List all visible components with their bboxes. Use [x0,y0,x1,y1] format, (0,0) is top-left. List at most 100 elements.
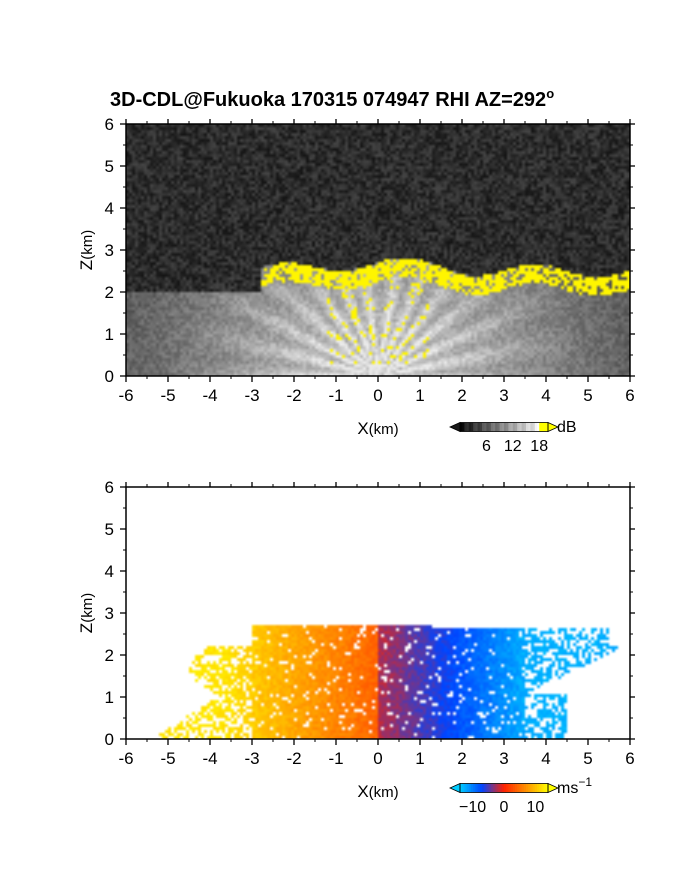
velocity-colorbar-swatch [519,783,523,793]
backscatter-colorbar-swatch [528,422,531,432]
backscatter-colorbar-unit: dB [557,419,577,436]
velocity-ytick-label: 2 [105,646,114,665]
velocity-colorbar-tick-label: −10 [459,799,486,816]
velocity-xlabel: X(km) [357,782,398,801]
backscatter-xtick-label: 6 [625,386,634,405]
velocity-xtick-label: -3 [244,749,259,768]
backscatter-colorbar-swatch [482,422,485,432]
velocity-field [126,487,630,739]
velocity-colorbar-swatch [468,783,472,793]
velocity-ytick-label: 0 [105,730,114,749]
velocity-colorbar-swatch [497,783,501,793]
velocity-colorbar-swatch [471,783,474,793]
velocity-xtick-label: 0 [373,749,382,768]
velocity-colorbar-tick-label: 10 [527,799,545,816]
velocity-colorbar-swatch [537,783,540,793]
velocity-colorbar-low-arrow [449,782,461,794]
backscatter-ytick-label: 5 [105,157,114,176]
backscatter-colorbar-swatch [537,422,540,432]
backscatter-colorbar-swatch [460,422,463,432]
velocity-colorbar-swatch [482,783,485,793]
velocity-xtick-label: 5 [583,749,592,768]
velocity-xlabel-unit: (km) [369,784,399,801]
velocity-colorbar-swatch [515,783,518,793]
velocity-ytick-label: 3 [105,604,114,623]
backscatter-colorbar-tick-label: 12 [504,438,522,455]
backscatter-colorbar-swatch [530,422,534,432]
backscatter-colorbar-swatch [501,422,505,432]
velocity-xtick-label: 2 [457,749,466,768]
velocity-colorbar-swatch [512,783,516,793]
backscatter-colorbar-swatch [464,422,468,432]
velocity-ytick-label: 6 [105,478,114,497]
backscatter-ytick-label: 2 [105,283,114,302]
backscatter-xlabel: X(km) [357,419,398,438]
velocity-colorbar-swatch [477,783,481,793]
backscatter-xtick-label: 1 [415,386,424,405]
velocity-colorbar-swatch [543,783,547,793]
backscatter-colorbar-swatch [484,422,487,432]
backscatter-colorbar-swatch [488,422,492,432]
velocity-ytick-label: 1 [105,688,114,707]
velocity-colorbar-swatch [523,783,527,793]
velocity-colorbar-swatch [539,783,542,793]
velocity-xtick-label: -5 [160,749,175,768]
backscatter-xtick-label: -2 [286,386,301,405]
velocity-colorbar-swatch [541,783,545,793]
velocity-colorbar-swatch [545,783,549,793]
backscatter-colorbar-swatch [471,422,474,432]
backscatter-ytick-label: 0 [105,367,114,386]
velocity-ylabel-unit: (km) [79,593,96,623]
backscatter-ylabel: Z(km) [77,230,96,270]
velocity-colorbar-swatch [532,783,536,793]
velocity-colorbar-swatch [473,783,476,793]
backscatter-colorbar-swatch [543,422,547,432]
velocity-ytick-label: 5 [105,520,114,539]
backscatter-xtick-label: -6 [118,386,133,405]
backscatter-colorbar-swatch [506,422,509,432]
backscatter-field [126,124,630,376]
backscatter-ytick-label: 6 [105,115,114,134]
velocity-xtick-label: -4 [202,749,217,768]
velocity-colorbar-swatch [460,783,463,793]
velocity-colorbar-swatch [508,783,512,793]
backscatter-colorbar-swatch [541,422,545,432]
velocity-xtick-label: 1 [415,749,424,768]
velocity-colorbar-tick-label: 0 [500,799,509,816]
backscatter-colorbar-swatch [490,422,494,432]
backscatter-colorbar-swatch [497,422,501,432]
backscatter-colorbar-swatch [508,422,512,432]
backscatter-ytick-label: 3 [105,241,114,260]
velocity-colorbar-swatch [521,783,525,793]
velocity-colorbar-swatch [479,783,483,793]
backscatter-xtick-label: 0 [373,386,382,405]
velocity-xtick-label: 6 [625,749,634,768]
velocity-ylabel-main: Z [77,623,96,633]
backscatter-colorbar-swatch [462,422,465,432]
backscatter-ylabel-unit: (km) [79,230,96,260]
backscatter-colorbar-swatch [526,422,529,432]
backscatter-xtick-label: 5 [583,386,592,405]
backscatter-colorbar-swatch [473,422,476,432]
backscatter-colorbar-tick-label: 18 [530,438,548,455]
velocity-colorbar-swatch [504,783,507,793]
backscatter-colorbar-swatch [493,422,496,432]
backscatter-colorbar-low-arrow [449,421,461,433]
backscatter-colorbar-swatch [539,422,542,432]
velocity-colorbar-unit: ms−1 [557,775,592,797]
backscatter-colorbar-swatch [517,422,520,432]
backscatter-colorbar-swatch [532,422,536,432]
backscatter-colorbar-swatch [479,422,483,432]
velocity-colorbar-swatch [506,783,509,793]
backscatter-xlabel-unit: (km) [369,421,399,438]
velocity-colorbar-swatch [499,783,503,793]
velocity-colorbar-unit-main: ms [557,780,578,797]
velocity-colorbar-swatch [464,783,468,793]
backscatter-colorbar-swatch [466,422,470,432]
velocity-xtick-label: -2 [286,749,301,768]
backscatter-xtick-label: 2 [457,386,466,405]
velocity-colorbar-unit-exp: −1 [578,775,592,789]
backscatter-colorbar-swatch [523,422,527,432]
